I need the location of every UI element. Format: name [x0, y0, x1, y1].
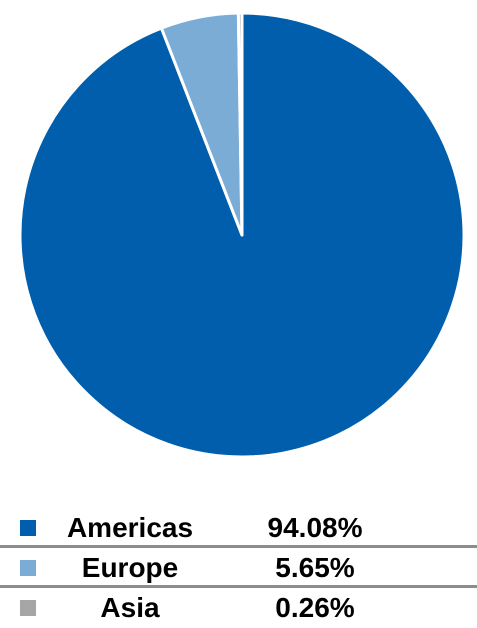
legend-table: Americas 94.08% Europe 5.65% Asia 0.26%: [0, 508, 477, 628]
legend-swatch-americas: [20, 520, 36, 536]
legend-swatch-europe: [20, 560, 36, 576]
legend-value-asia: 0.26%: [275, 592, 355, 623]
legend-swatch-asia: [20, 600, 36, 616]
legend-label-americas: Americas: [66, 512, 194, 543]
legend-value-americas: 94.08%: [267, 512, 363, 543]
legend-row-asia: Asia 0.26%: [0, 588, 477, 628]
legend-row-europe: Europe 5.65%: [0, 548, 477, 588]
pie-chart: [18, 11, 466, 459]
legend-divider: [0, 545, 477, 548]
legend-divider: [0, 585, 477, 588]
legend-label-europe: Europe: [81, 552, 179, 583]
legend-value-europe: 5.65%: [275, 552, 355, 583]
pie-slices: [18, 11, 466, 459]
legend-row-americas: Americas 94.08%: [0, 508, 477, 548]
legend-label-asia: Asia: [100, 592, 160, 623]
pie-slice-asia: [236, 11, 244, 237]
